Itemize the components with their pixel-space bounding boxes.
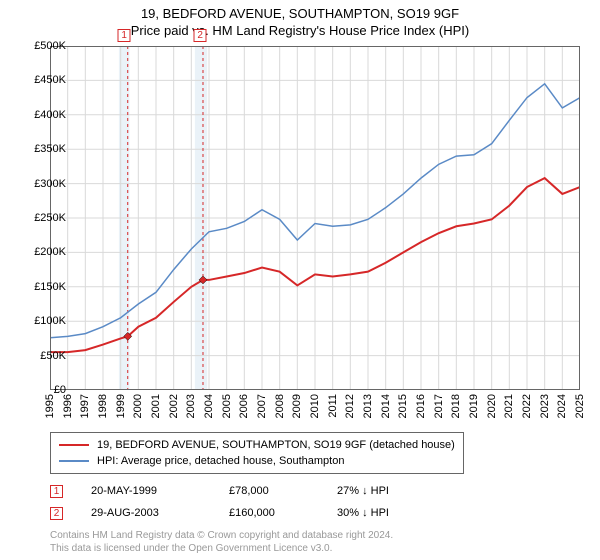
x-tick-label: 2023	[539, 394, 551, 418]
y-tick-label: £500K	[21, 40, 66, 52]
transaction-row: 1 20-MAY-1999 £78,000 27% ↓ HPI	[50, 480, 447, 502]
legend-row: HPI: Average price, detached house, Sout…	[59, 453, 455, 469]
x-tick-label: 2022	[521, 394, 533, 418]
transaction-date: 20-MAY-1999	[91, 485, 201, 497]
x-tick-label: 2004	[203, 394, 215, 418]
x-tick-label: 1995	[44, 394, 56, 418]
x-tick-label: 2020	[486, 394, 498, 418]
y-tick-label: £100K	[21, 315, 66, 327]
x-tick-label: 2019	[468, 394, 480, 418]
legend-box: 19, BEDFORD AVENUE, SOUTHAMPTON, SO19 9G…	[50, 432, 464, 474]
x-tick-label: 2001	[150, 394, 162, 418]
plot-marker: 1	[118, 29, 131, 42]
y-tick-label: £400K	[21, 109, 66, 121]
transaction-price: £160,000	[229, 507, 309, 519]
plot-area	[50, 46, 580, 390]
y-tick-label: £300K	[21, 178, 66, 190]
x-tick-label: 2021	[503, 394, 515, 418]
chart-container: 19, BEDFORD AVENUE, SOUTHAMPTON, SO19 9G…	[0, 0, 600, 560]
x-tick-label: 2007	[256, 394, 268, 418]
attribution: Contains HM Land Registry data © Crown c…	[50, 530, 393, 555]
x-tick-label: 2013	[362, 394, 374, 418]
transaction-diff: 27% ↓ HPI	[337, 485, 447, 497]
transaction-row: 2 29-AUG-2003 £160,000 30% ↓ HPI	[50, 502, 447, 524]
legend-label: HPI: Average price, detached house, Sout…	[97, 455, 344, 467]
x-tick-label: 2015	[397, 394, 409, 418]
plot-marker: 2	[194, 29, 207, 42]
title-sub: Price paid vs. HM Land Registry's House …	[0, 23, 600, 38]
x-tick-label: 2024	[556, 394, 568, 418]
x-tick-label: 2011	[327, 394, 339, 418]
transactions-table: 1 20-MAY-1999 £78,000 27% ↓ HPI 2 29-AUG-2003…	[50, 480, 447, 524]
x-tick-label: 1999	[115, 394, 127, 418]
y-tick-label: £450K	[21, 74, 66, 86]
legend-swatch	[59, 460, 89, 462]
legend-label: 19, BEDFORD AVENUE, SOUTHAMPTON, SO19 9G…	[97, 439, 455, 451]
x-tick-label: 1996	[62, 394, 74, 418]
y-tick-label: £50K	[21, 350, 66, 362]
y-tick-label: £150K	[21, 281, 66, 293]
y-tick-label: £200K	[21, 246, 66, 258]
x-tick-label: 2010	[309, 394, 321, 418]
x-tick-label: 2017	[433, 394, 445, 418]
x-tick-label: 2008	[274, 394, 286, 418]
x-tick-label: 2012	[344, 394, 356, 418]
x-tick-label: 2014	[380, 394, 392, 418]
transaction-marker: 1	[50, 485, 63, 498]
x-tick-label: 1997	[79, 394, 91, 418]
x-tick-label: 2009	[291, 394, 303, 418]
x-tick-label: 2025	[574, 394, 586, 418]
chart-svg	[50, 46, 580, 390]
y-tick-label: £250K	[21, 212, 66, 224]
x-tick-label: 2005	[221, 394, 233, 418]
x-tick-label: 2006	[238, 394, 250, 418]
x-tick-label: 2003	[185, 394, 197, 418]
transaction-marker: 2	[50, 507, 63, 520]
x-tick-label: 2002	[168, 394, 180, 418]
legend-swatch	[59, 444, 89, 446]
titles: 19, BEDFORD AVENUE, SOUTHAMPTON, SO19 9G…	[0, 0, 600, 38]
x-tick-label: 2016	[415, 394, 427, 418]
title-main: 19, BEDFORD AVENUE, SOUTHAMPTON, SO19 9G…	[0, 6, 600, 21]
y-tick-label: £350K	[21, 143, 66, 155]
x-tick-label: 2000	[132, 394, 144, 418]
legend-row: 19, BEDFORD AVENUE, SOUTHAMPTON, SO19 9G…	[59, 437, 455, 453]
transaction-price: £78,000	[229, 485, 309, 497]
attribution-line-2: This data is licensed under the Open Gov…	[50, 543, 393, 556]
x-tick-label: 1998	[97, 394, 109, 418]
attribution-line-1: Contains HM Land Registry data © Crown c…	[50, 530, 393, 543]
transaction-date: 29-AUG-2003	[91, 507, 201, 519]
x-tick-label: 2018	[450, 394, 462, 418]
transaction-diff: 30% ↓ HPI	[337, 507, 447, 519]
